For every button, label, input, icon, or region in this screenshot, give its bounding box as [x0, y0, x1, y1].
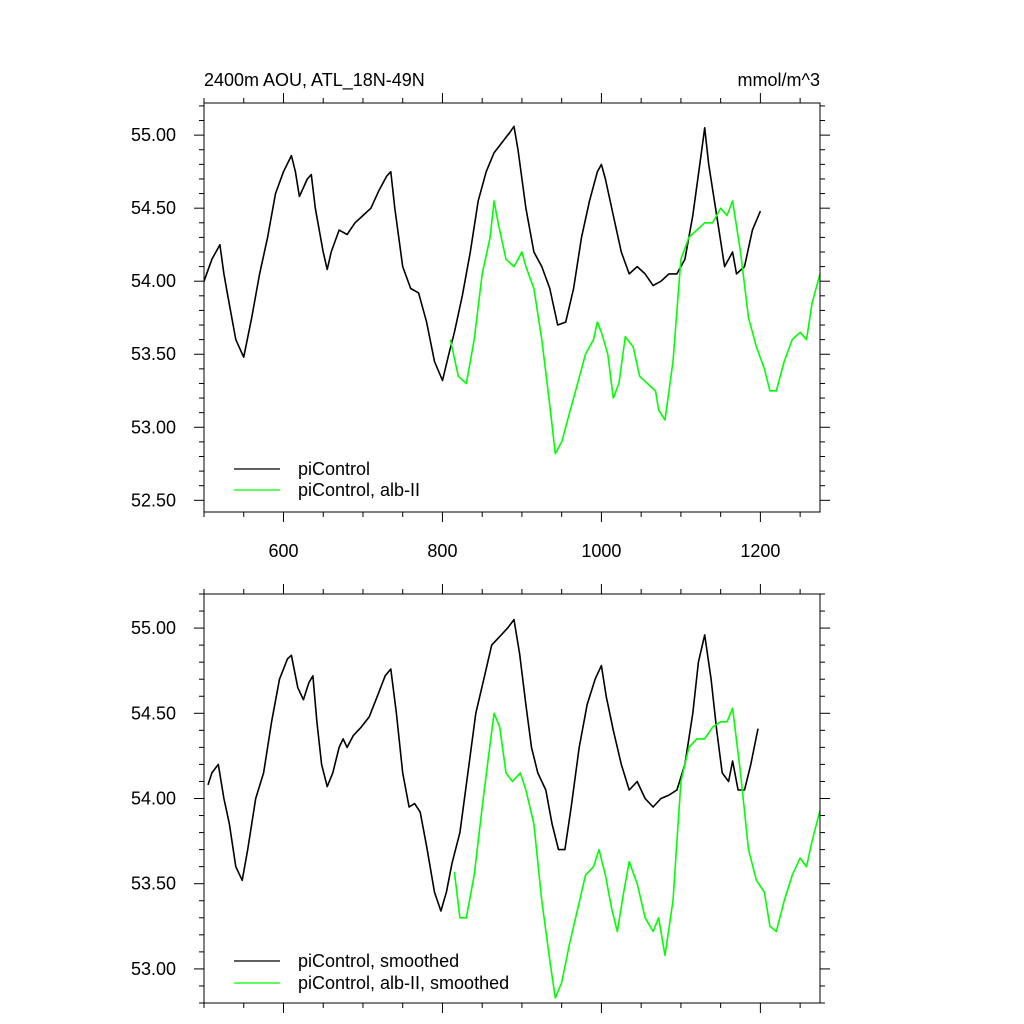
series-line-alb-ii: [449, 200, 821, 455]
x-tick-label: 1000: [581, 541, 621, 561]
top-panel: 2400m AOU, ATL_18N-49N mmol/m^3 600 800 10…: [131, 70, 830, 561]
y-tick-label: 53.50: [131, 344, 176, 364]
plot-frame: [203, 102, 821, 513]
series-line-picontrol: [203, 125, 762, 382]
y-tick-label: 52.50: [131, 490, 176, 510]
axis-ticks: 53.00 53.50 54.00 54.50 55.00: [131, 584, 830, 1013]
y-tick-label: 55.00: [131, 618, 176, 638]
series-line-picontrol: [207, 618, 759, 912]
series-line-alb-ii: [453, 707, 821, 999]
legend: piControl, smoothed piControl, alb-II, s…: [234, 951, 509, 993]
panel-title: 2400m AOU, ATL_18N-49N: [204, 70, 425, 91]
y-tick-label: 55.00: [131, 125, 176, 145]
x-tick-label: 1200: [740, 541, 780, 561]
units-label: mmol/m^3: [738, 70, 820, 90]
plot-frame: [203, 593, 821, 1004]
y-tick-label: 53.00: [131, 959, 176, 979]
legend-label-picontrol-smoothed: piControl, smoothed: [298, 951, 459, 971]
y-tick-label: 54.00: [131, 271, 176, 291]
bottom-panel: 53.00 53.50 54.00 54.50 55.00 piControl, smo…: [131, 584, 830, 1013]
series-layer: [203, 125, 821, 455]
x-tick-label: 800: [427, 541, 457, 561]
y-tick-label: 54.00: [131, 789, 176, 809]
legend: piControl piControl, alb-II: [234, 459, 420, 500]
y-tick-label: 54.50: [131, 703, 176, 723]
y-tick-label: 53.00: [131, 417, 176, 437]
x-tick-label: 600: [268, 541, 298, 561]
y-tick-label: 54.50: [131, 198, 176, 218]
series-layer: [207, 618, 821, 999]
legend-label-alb-ii: piControl, alb-II: [298, 480, 420, 500]
legend-label-alb-ii-smoothed: piControl, alb-II, smoothed: [298, 973, 509, 993]
y-tick-label: 53.50: [131, 874, 176, 894]
legend-label-picontrol: piControl: [298, 459, 370, 479]
axis-ticks: 600 800 1000 1200 52.50 53.00 53.50 54.00 54.50 5…: [131, 93, 830, 561]
